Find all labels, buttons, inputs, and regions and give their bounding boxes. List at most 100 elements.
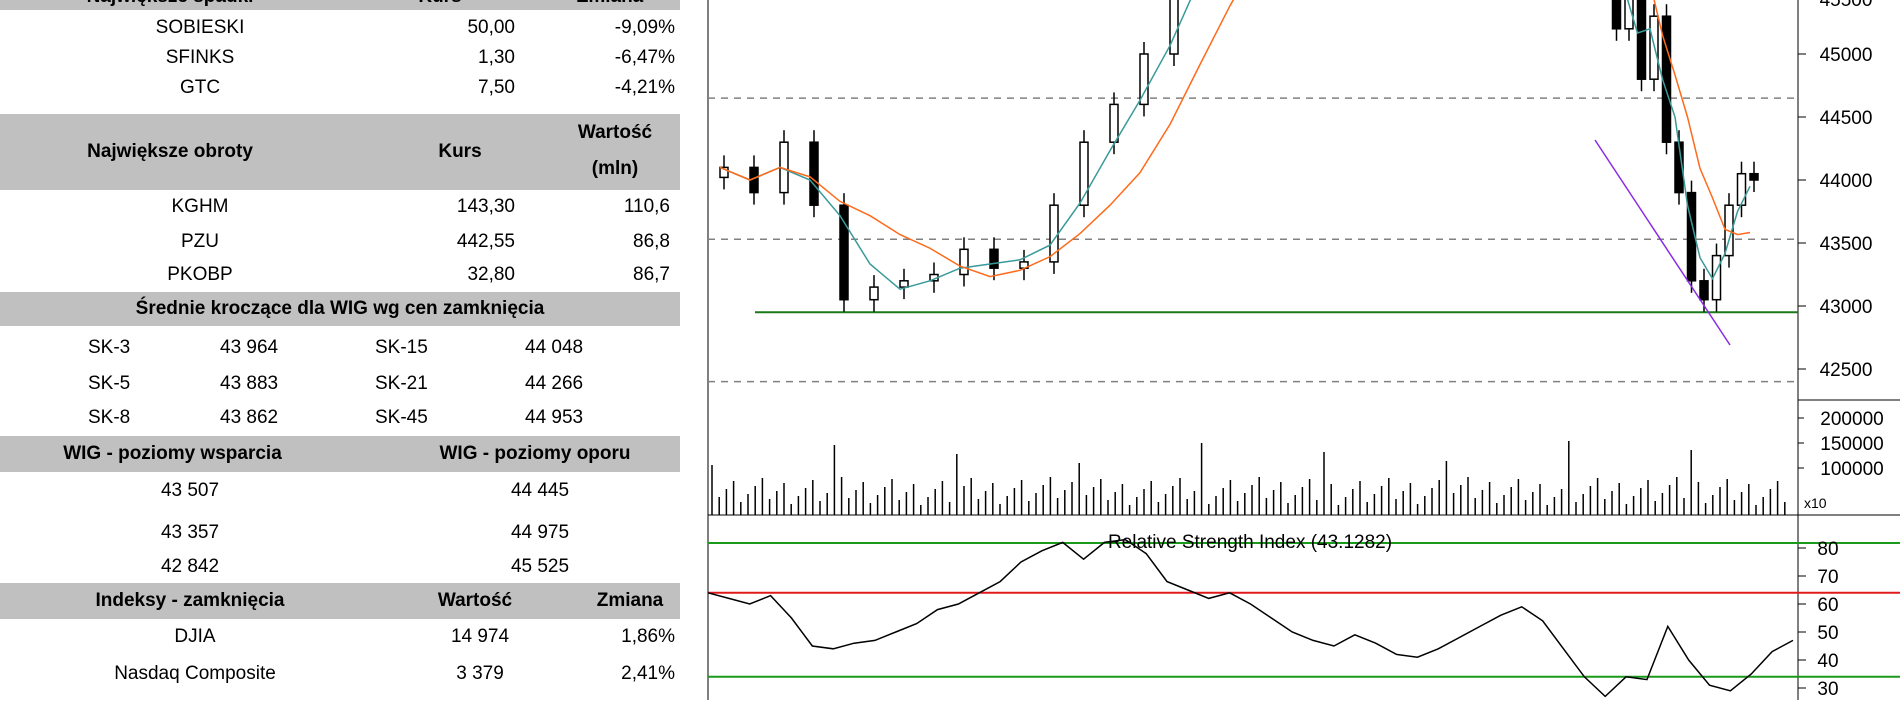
wig-technical-chart: 4250043000435004400044500450004550045500… — [700, 0, 1900, 700]
moving-averages-title: Średnie kroczące dla WIG wg cen zamknięc… — [135, 298, 545, 319]
candle-body — [809, 141, 819, 206]
rsi-tick-label: 50 — [1817, 623, 1838, 644]
ma-label: SK-45 — [375, 407, 428, 428]
candle-body — [1079, 141, 1089, 206]
table-row: SK-8 43 862 SK-45 44 953 — [0, 403, 680, 433]
index-change: 1,86% — [621, 626, 675, 647]
price-tick-label: 43000 — [1820, 297, 1873, 318]
support-level: 43 357 — [160, 522, 220, 543]
stock-price: 1,30 — [478, 47, 515, 68]
ma-value: 43 862 — [220, 407, 279, 428]
volume-tick-label: 100000 — [1820, 459, 1883, 480]
ma-label: SK-8 — [88, 407, 131, 428]
candle-body — [869, 286, 879, 301]
table-row: Nasdaq Composite 3 379 2,41% — [0, 659, 680, 689]
candle-body — [989, 248, 999, 269]
market-summary-table: Największe spadki Kurs Zmiana SOBIESKI 5… — [0, 0, 680, 700]
stock-change: -4,21% — [614, 77, 675, 98]
stock-turnover: 110,6 — [623, 196, 670, 217]
table-row: 43 357 44 975 — [0, 518, 680, 548]
table-row: SFINKS 1,30 -6,47% — [0, 43, 680, 73]
turnover-header-name: Największe obroty — [87, 141, 253, 162]
turnover-header-unit: (mln) — [591, 158, 639, 179]
chart-canvas: 4250043000435004400044500450004550045500… — [707, 0, 1900, 700]
decliners-header-change: Zmiana — [540, 0, 680, 12]
table-row: PKOBP 32,80 86,7 — [0, 260, 680, 290]
candle-body — [1611, 0, 1622, 30]
rsi-tick-label: 40 — [1817, 651, 1838, 672]
rsi-title: Relative Strength Index (43.1282) — [1108, 532, 1392, 553]
ma-value: 43 964 — [220, 337, 279, 358]
resistance-header: WIG - poziomy oporu — [439, 443, 631, 464]
ma-value: 44 048 — [525, 337, 584, 358]
price-tick-label: 44500 — [1820, 108, 1873, 129]
table-row: SK-5 43 883 SK-21 44 266 — [0, 369, 680, 399]
stock-name: PZU — [181, 231, 219, 252]
table-row: DJIA 14 974 1,86% — [0, 622, 680, 652]
table-row: SK-3 43 964 SK-15 44 048 — [0, 333, 680, 363]
rsi-line — [707, 538, 1794, 698]
moving-averages-header: Średnie kroczące dla WIG wg cen zamknięc… — [0, 292, 680, 326]
price-tick-label: 45500 — [1820, 0, 1873, 11]
stock-name: PKOBP — [167, 264, 233, 285]
indices-header-change: Zmiana — [596, 590, 664, 611]
ma-label: SK-5 — [88, 373, 131, 394]
turnover-header-price: Kurs — [438, 141, 482, 162]
volume-tick-label: 200000 — [1820, 409, 1883, 430]
index-name: DJIA — [174, 626, 216, 647]
index-value: 3 379 — [456, 663, 504, 684]
candle-body — [719, 166, 729, 179]
price-tick-label: 42500 — [1820, 360, 1873, 381]
turnover-header-value: Wartość — [577, 122, 653, 143]
ma-label: SK-21 — [375, 373, 428, 394]
resistance-level: 44 445 — [510, 480, 570, 501]
decliners-header: Największe spadki Kurs Zmiana — [0, 0, 680, 10]
table-row: 42 842 45 525 — [0, 552, 680, 582]
stock-price: 50,00 — [467, 17, 515, 38]
table-row: PZU 442,55 86,8 — [0, 227, 680, 257]
price-tick-label: 45000 — [1820, 45, 1873, 66]
candle-body — [1636, 0, 1647, 80]
rsi-tick-label: 60 — [1817, 595, 1838, 616]
indices-header-value: Wartość — [437, 590, 513, 611]
stock-name: SFINKS — [165, 47, 235, 68]
table-row: 43 507 44 445 — [0, 476, 680, 506]
candle-body — [1169, 0, 1179, 55]
candle-body — [1139, 53, 1149, 106]
resistance-level: 44 975 — [510, 522, 570, 543]
stock-name: SOBIESKI — [155, 17, 245, 38]
price-tick-label: 45500 — [1820, 0, 1873, 3]
ma-label: SK-3 — [88, 337, 131, 358]
stock-change: -6,47% — [614, 47, 675, 68]
candle-body — [1736, 172, 1747, 206]
table-row: GTC 7,50 -4,21% — [0, 73, 680, 103]
index-change: 2,41% — [621, 663, 675, 684]
candle-body — [1624, 0, 1634, 30]
stock-price: 7,50 — [478, 77, 515, 98]
ma-label: SK-15 — [375, 337, 428, 358]
candle-body — [839, 204, 849, 301]
support-level: 42 842 — [160, 556, 220, 577]
table-row: SOBIESKI 50,00 -9,09% — [0, 13, 680, 43]
ma-value: 43 883 — [220, 373, 279, 394]
ma-value: 44 953 — [525, 407, 584, 428]
moving-average-long — [719, 0, 1751, 278]
rsi-tick-label: 70 — [1817, 567, 1838, 588]
stock-price: 32,80 — [467, 264, 515, 285]
levels-header: WIG - poziomy wsparcia WIG - poziomy opo… — [0, 436, 680, 472]
rsi-tick-label: 80 — [1817, 539, 1838, 560]
stock-name: KGHM — [171, 196, 229, 217]
indices-header-name: Indeksy - zamknięcia — [95, 590, 285, 611]
price-tick-label: 43500 — [1820, 234, 1873, 255]
indices-header: Indeksy - zamknięcia Wartość Zmiana — [0, 583, 680, 619]
decliners-header-price: Kurs — [380, 0, 500, 12]
candle-body — [959, 248, 969, 276]
trend-line — [1594, 139, 1731, 346]
support-level: 43 507 — [160, 480, 220, 501]
stock-turnover: 86,8 — [633, 231, 670, 252]
moving-average-short — [719, 0, 1751, 291]
decliners-header-name: Największe spadki — [20, 0, 320, 12]
volume-tick-label: 150000 — [1820, 434, 1883, 455]
resistance-level: 45 525 — [510, 556, 570, 577]
stock-price: 143,30 — [456, 196, 515, 217]
